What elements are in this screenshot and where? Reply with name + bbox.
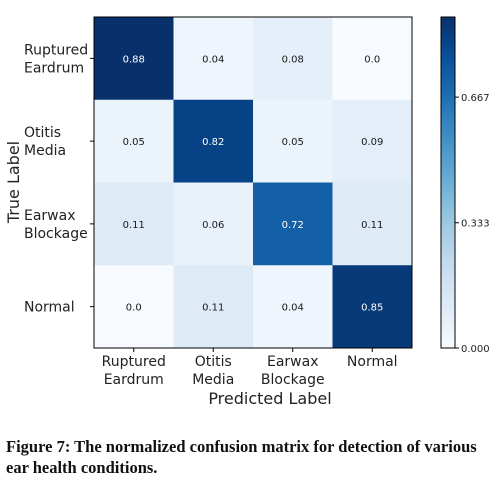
cell-value-label: 0.06: [202, 220, 224, 231]
x-tick-label: Blockage: [261, 372, 325, 388]
heatmap-cell: [332, 265, 413, 349]
heatmap-cell: [173, 265, 254, 349]
heatmap-cell: [253, 17, 333, 101]
colorbar-tick-label: 0.000: [461, 344, 490, 355]
y-tick-label: Ruptured: [24, 42, 88, 58]
y-axis-label: True Label: [4, 141, 23, 224]
cell-value-label: 0.88: [123, 54, 145, 65]
x-axis-label: Predicted Label: [208, 389, 331, 408]
confusion-matrix-chart: 0.88 0.04 0.08 0.0 0.05 0.82 0.05 0.09 0.11 0.06 0…: [4, 16, 490, 408]
colorbar-tick-label: 0.333: [461, 219, 490, 230]
cell-value-label: 0.04: [202, 54, 224, 65]
cell-value-label: 0.0: [126, 303, 142, 314]
heatmap-cells: 0.88 0.04 0.08 0.0 0.05 0.82 0.05 0.09 0.11 0.06 0…: [94, 17, 413, 349]
cell-value-label: 0.82: [202, 137, 224, 148]
cell-value-label: 0.11: [202, 303, 224, 314]
y-tick-label: Normal: [24, 300, 75, 316]
cell-value-label: 0.04: [282, 303, 304, 314]
heatmap-cell: [173, 99, 254, 183]
x-tick-label: Otitis: [195, 354, 232, 370]
x-axis-ticks: Ruptured Eardrum Otitis Media Earwax Blockage…: [102, 348, 398, 388]
x-tick-label: Media: [192, 372, 234, 388]
heatmap-cell: [94, 17, 174, 101]
heatmap-cell: [332, 99, 413, 183]
cell-value-label: 0.05: [282, 137, 304, 148]
cell-value-label: 0.85: [361, 303, 383, 314]
heatmap-cell: [332, 17, 413, 101]
heatmap-cell: [253, 182, 333, 266]
cell-value-label: 0.0: [364, 54, 380, 65]
plot-frame: [93, 16, 413, 349]
y-axis-ticks: Ruptured Eardrum Otitis Media Earwax Blockage…: [24, 42, 94, 316]
x-tick-label: Eardrum: [104, 372, 164, 388]
heatmap-cell: [94, 265, 174, 349]
cell-value-label: 0.08: [282, 54, 304, 65]
cell-value-label: 0.09: [361, 137, 383, 148]
cell-value-label: 0.05: [123, 137, 145, 148]
heatmap-cell: [253, 265, 333, 349]
y-tick-label: Blockage: [24, 226, 88, 242]
y-tick-label: Media: [24, 143, 66, 159]
colorbar: 0.000 0.333 0.667: [440, 16, 490, 355]
heatmap-cell: [332, 182, 413, 266]
colorbar-gradient: [440, 16, 456, 349]
x-tick-label: Earwax: [267, 354, 319, 370]
heatmap-cell: [94, 182, 174, 266]
cell-value-label: 0.72: [282, 220, 304, 231]
heatmap-cell: [173, 17, 254, 101]
heatmap-cell: [94, 99, 174, 183]
colorbar-tick-label: 0.667: [461, 93, 490, 104]
y-tick-label: Earwax: [24, 208, 76, 224]
y-tick-label: Eardrum: [24, 60, 84, 76]
x-tick-label: Ruptured: [102, 354, 166, 370]
heatmap-cell: [173, 182, 254, 266]
figure-caption: Figure 7: The normalized confusion matri…: [6, 437, 477, 477]
heatmap-cell: [253, 99, 333, 183]
cell-value-label: 0.11: [123, 220, 145, 231]
y-tick-label: Otitis: [24, 125, 61, 141]
cell-value-label: 0.11: [361, 220, 383, 231]
colorbar-ticks: 0.000 0.333 0.667: [455, 93, 490, 355]
x-tick-label: Normal: [347, 354, 398, 370]
